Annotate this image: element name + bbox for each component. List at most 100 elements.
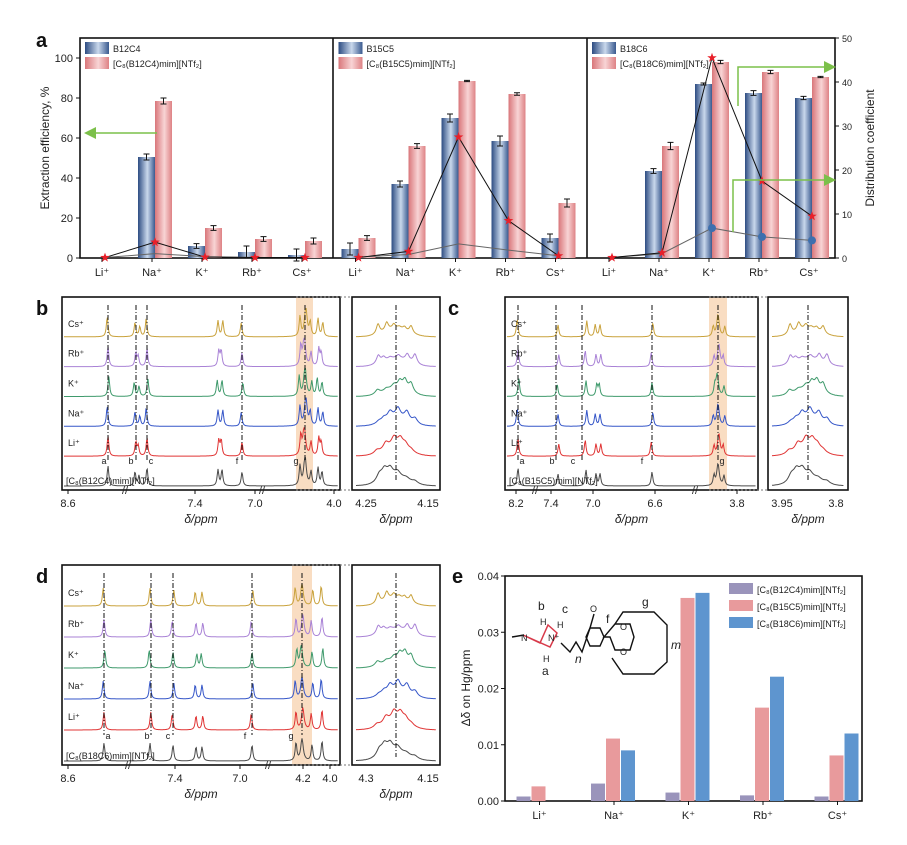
inset-x-axis-label: δ/ppm [379, 787, 412, 801]
atom-label: O [620, 622, 627, 632]
crown-bar [441, 118, 459, 258]
legend-label-il: [C₈(B12C4)mim][NTf₂] [113, 59, 202, 69]
zoom-guide [709, 296, 768, 491]
trace-label: Li⁺ [68, 438, 80, 448]
il-bar [255, 239, 272, 258]
nmr-trace [64, 676, 338, 700]
y2-tick-label: 0 [842, 254, 847, 264]
crown-D-marker [808, 236, 816, 245]
inset-x-tick-label: 4.3 [358, 773, 373, 785]
x-tick-label: 4.2 [295, 773, 310, 785]
imidazolium-ring [522, 623, 558, 648]
y-tick-label: 0.03 [478, 627, 499, 639]
x-tick-label: Rb⁺ [753, 810, 773, 822]
spectrum-frame [504, 296, 759, 491]
x-tick-label: Na⁺ [396, 267, 416, 279]
il-D-star-marker [403, 246, 414, 256]
error-bar [310, 237, 317, 245]
bar-b18c6 [844, 733, 859, 801]
error-bar [143, 153, 150, 161]
il-D-star-marker [607, 252, 617, 262]
x-tick-label: Cs⁺ [799, 267, 818, 279]
bar-b12c4 [665, 792, 680, 801]
proton-label-f: f [606, 612, 610, 626]
legend-label: [C₈(B12C4)mim][NTf₂] [757, 585, 846, 595]
error-bar [800, 95, 807, 101]
panel-letter: c [448, 298, 459, 320]
nmr-trace [64, 614, 338, 638]
legend-label-il: [C₈(B18C6)mim][NTf₂] [620, 59, 709, 69]
panel-letter: e [452, 566, 463, 588]
error-bar [364, 235, 370, 241]
crown-bar [745, 93, 762, 258]
inset-frame [351, 564, 441, 766]
trace-label: Li⁺ [511, 438, 523, 448]
nmr-trace [507, 313, 756, 338]
peak-label: b [144, 731, 149, 741]
il-bar [508, 94, 526, 258]
inset-x-tick-label: 3.95 [771, 498, 792, 510]
crown-ether-ring [611, 611, 668, 675]
peak-label: a [105, 731, 110, 741]
error-bar [717, 59, 724, 65]
nmr-trace [64, 738, 338, 762]
legend-label: [C₈(B15C5)mim][NTf₂] [757, 602, 846, 612]
inset-x-tick-label: 4.25 [355, 498, 376, 510]
error-bar [293, 248, 300, 262]
x-tick-label: K⁺ [682, 810, 695, 822]
il-D-star-marker [503, 215, 514, 225]
error-bar [547, 233, 553, 243]
inset-x-axis-label: δ/ppm [791, 512, 824, 526]
axis-break: // [259, 485, 266, 497]
atom-label: H [543, 654, 550, 664]
legend-swatch-crown [592, 42, 616, 54]
error-bar [767, 69, 774, 75]
error-bar [397, 180, 403, 188]
atom-label: N⁺ [548, 633, 559, 643]
y-tick-label: 0.02 [478, 684, 499, 696]
x-tick-label: 7.4 [187, 498, 202, 510]
axis-break: // [122, 485, 129, 497]
atom-label: H [557, 620, 564, 630]
bar-b15c5 [680, 597, 695, 801]
subscript-m: m [671, 638, 681, 652]
il-bar [408, 146, 426, 258]
bar-b18c6 [770, 676, 784, 801]
crown-bar [491, 141, 509, 258]
error-bar [667, 141, 674, 151]
bar-b12c4 [591, 783, 605, 801]
x-tick-label: Na⁺ [604, 810, 624, 822]
x-tick-label: 7.0 [585, 498, 600, 510]
bar-b18c6 [695, 592, 710, 801]
panel-e: e 0.00 0.01 0.02 0.03 0.04 Δδ on Hg/ppm Li⁺ Na⁺ K… [452, 566, 863, 822]
il-D-star-marker [150, 237, 160, 247]
crown-bar [138, 157, 155, 258]
x-tick-label: 7.4 [543, 498, 558, 510]
highlight-band [709, 297, 727, 490]
x-tick-label: 4.0 [326, 498, 341, 510]
x-tick-label: Cs⁺ [546, 267, 565, 279]
nmr-trace [506, 372, 756, 397]
error-bar [464, 79, 470, 83]
crown-bar [695, 84, 712, 258]
x-tick-label: 8.2 [508, 498, 523, 510]
il-D-star-marker [657, 247, 667, 257]
x-axis-label: δ/ppm [184, 512, 217, 526]
bar-b15c5 [531, 786, 546, 801]
peak-label: c [571, 456, 576, 466]
x-tick-label: Cs⁺ [292, 267, 311, 279]
trace-label: Cs⁺ [68, 319, 84, 329]
x-tick-label: K⁺ [702, 267, 715, 279]
x-tick-label: 8.6 [60, 773, 75, 785]
il-bar [662, 146, 679, 258]
legend-swatch-crown [338, 42, 363, 54]
y2-tick-label: 20 [842, 166, 852, 176]
compound-label: [C₈(B18C6)mim][NTf₂] [66, 751, 155, 761]
trace-label: K⁺ [68, 379, 79, 389]
peak-label: f [236, 456, 239, 466]
trace-label: Na⁺ [68, 681, 85, 691]
peak-label: a [101, 456, 106, 466]
legend-label-crown: B15C5 [367, 44, 395, 54]
y-axis-label: Δδ on Hg/ppm [459, 650, 473, 727]
error-bar [160, 97, 167, 105]
